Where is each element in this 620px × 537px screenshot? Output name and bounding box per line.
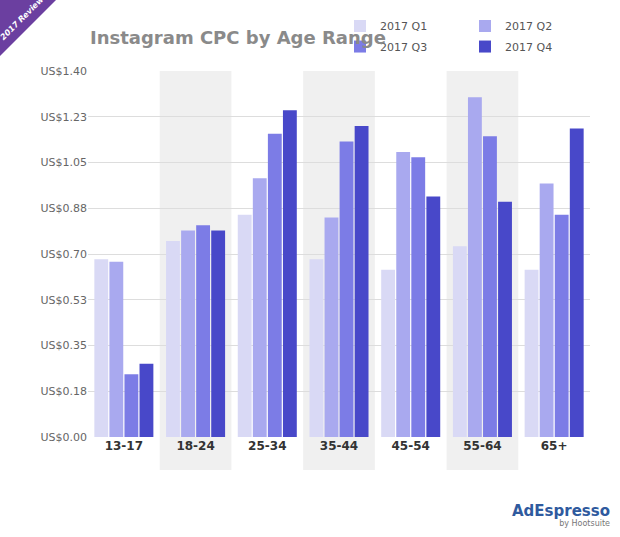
svg-text:45-54: 45-54 bbox=[392, 439, 430, 453]
svg-text:US$1.23: US$1.23 bbox=[40, 111, 87, 124]
svg-text:18-24: 18-24 bbox=[176, 439, 214, 453]
svg-text:US$0.88: US$0.88 bbox=[40, 202, 87, 215]
svg-text:US$0.70: US$0.70 bbox=[40, 248, 87, 261]
svg-text:2017 Q2: 2017 Q2 bbox=[505, 20, 552, 33]
svg-text:13-17: 13-17 bbox=[105, 439, 143, 453]
svg-text:Instagram CPC by Age Range: Instagram CPC by Age Range bbox=[90, 27, 386, 48]
svg-text:2017 Q4: 2017 Q4 bbox=[505, 41, 552, 54]
svg-text:2017 Q3: 2017 Q3 bbox=[380, 41, 427, 54]
svg-text:US$0.00: US$0.00 bbox=[40, 431, 87, 444]
svg-text:35-44: 35-44 bbox=[320, 439, 358, 453]
svg-text:55-64: 55-64 bbox=[463, 439, 501, 453]
svg-text:US$1.05: US$1.05 bbox=[40, 156, 87, 169]
svg-text:65+: 65+ bbox=[541, 439, 568, 453]
svg-text:US$0.35: US$0.35 bbox=[40, 339, 87, 352]
svg-text:US$1.40: US$1.40 bbox=[40, 65, 87, 78]
svg-text:US$0.18: US$0.18 bbox=[40, 385, 87, 398]
html-text:by Hootsuite: by Hootsuite bbox=[559, 519, 610, 528]
svg-text:2017 Q1: 2017 Q1 bbox=[380, 20, 427, 33]
svg-text:25-34: 25-34 bbox=[248, 439, 286, 453]
svg-text:US$0.53: US$0.53 bbox=[40, 294, 87, 307]
html-text:AdEspresso: AdEspresso bbox=[512, 502, 610, 520]
